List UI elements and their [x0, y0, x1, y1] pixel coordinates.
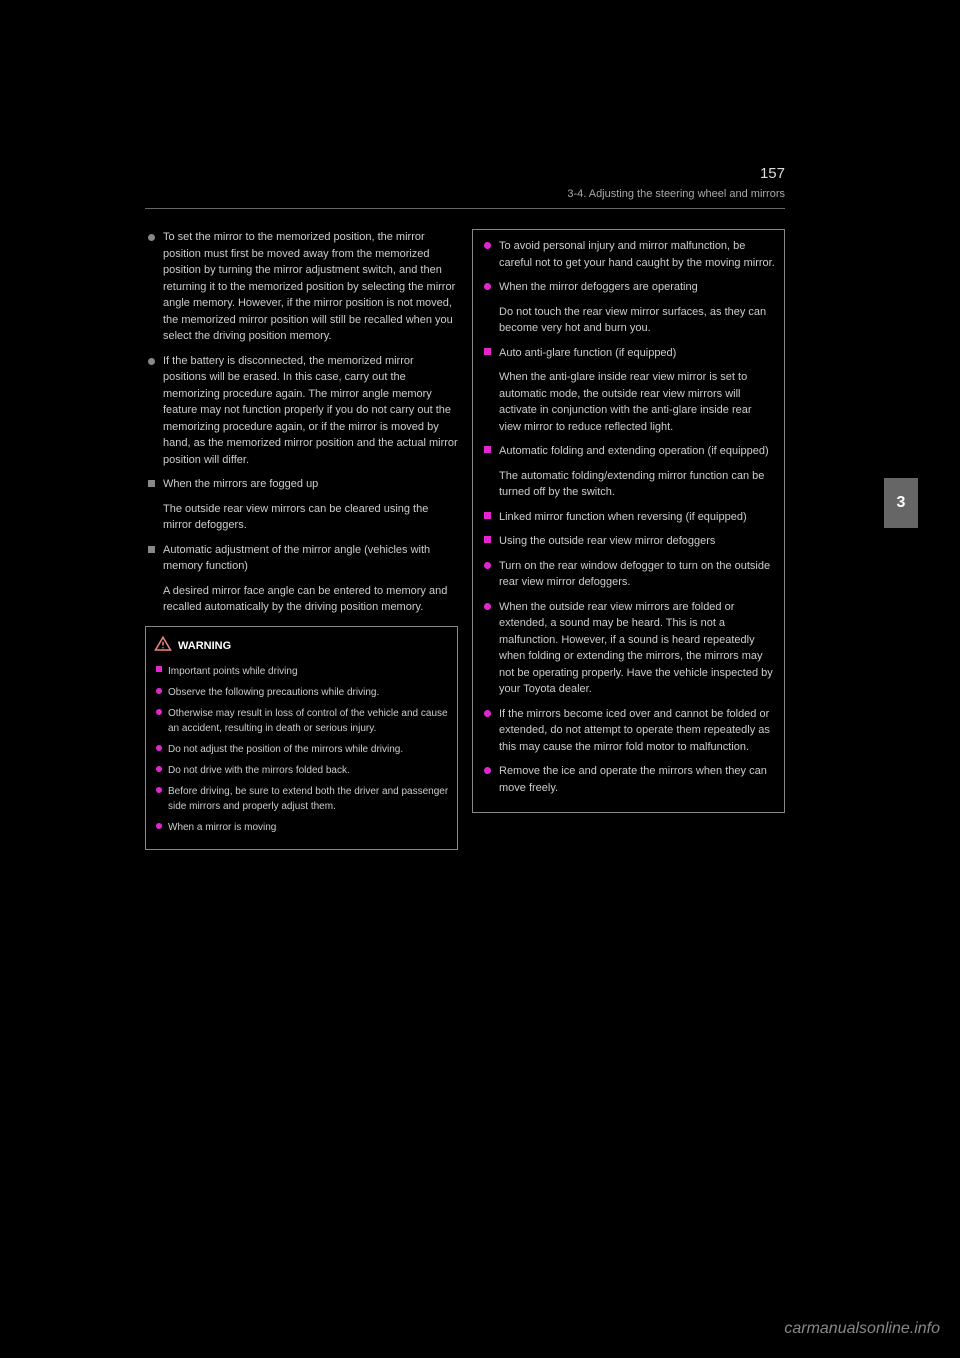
body-text: If the mirrors become iced over and cann…: [481, 706, 776, 756]
body-text: The automatic folding/extending mirror f…: [481, 468, 776, 501]
body-text: To set the mirror to the memorized posit…: [145, 229, 458, 345]
warning-title: WARNING: [178, 640, 231, 652]
body-text: If the battery is disconnected, the memo…: [145, 353, 458, 469]
body-text: Important points while driving: [154, 664, 449, 679]
body-text: A desired mirror face angle can be enter…: [145, 583, 458, 616]
warning-header: WARNING: [154, 635, 449, 658]
right-column: To avoid personal injury and mirror malf…: [472, 229, 785, 850]
body-text: Automatic folding and extending operatio…: [481, 443, 776, 460]
body-text: Automatic adjustment of the mirror angle…: [145, 542, 458, 575]
warning-box: WARNING Important points while driving Ob…: [145, 626, 458, 850]
body-text: Otherwise may result in loss of control …: [154, 706, 449, 736]
body-text: The outside rear view mirrors can be cle…: [145, 501, 458, 534]
body-text: Using the outside rear view mirror defog…: [481, 533, 776, 550]
chapter-tab: 3: [884, 478, 918, 528]
chapter-number: 3: [897, 494, 906, 512]
watermark: carmanualsonline.info: [784, 1320, 940, 1338]
body-text: Do not drive with the mirrors folded bac…: [154, 763, 449, 778]
body-text: When the outside rear view mirrors are f…: [481, 599, 776, 698]
left-column: To set the mirror to the memorized posit…: [145, 229, 458, 850]
page-header: 157 3-4. Adjusting the steering wheel an…: [145, 165, 785, 209]
warning-triangle-icon: [154, 635, 172, 658]
body-text: Observe the following precautions while …: [154, 685, 449, 700]
body-text: Linked mirror function when reversing (i…: [481, 509, 776, 526]
body-text: Before driving, be sure to extend both t…: [154, 784, 449, 814]
body-text: Do not touch the rear view mirror surfac…: [481, 304, 776, 337]
right-column-box: To avoid personal injury and mirror malf…: [472, 229, 785, 813]
body-text: Do not adjust the position of the mirror…: [154, 742, 449, 757]
page-number: 157: [145, 165, 785, 182]
content-columns: To set the mirror to the memorized posit…: [145, 229, 785, 850]
manual-page: 157 3-4. Adjusting the steering wheel an…: [145, 165, 785, 850]
body-text: Remove the ice and operate the mirrors w…: [481, 763, 776, 796]
body-text: Turn on the rear window defogger to turn…: [481, 558, 776, 591]
body-text: When a mirror is moving: [154, 820, 449, 835]
body-text: When the anti-glare inside rear view mir…: [481, 369, 776, 435]
body-text: When the mirrors are fogged up: [145, 476, 458, 493]
body-text: When the mirror defoggers are operating: [481, 279, 776, 296]
body-text: Auto anti-glare function (if equipped): [481, 345, 776, 362]
body-text: To avoid personal injury and mirror malf…: [481, 238, 776, 271]
section-breadcrumb: 3-4. Adjusting the steering wheel and mi…: [145, 188, 785, 200]
